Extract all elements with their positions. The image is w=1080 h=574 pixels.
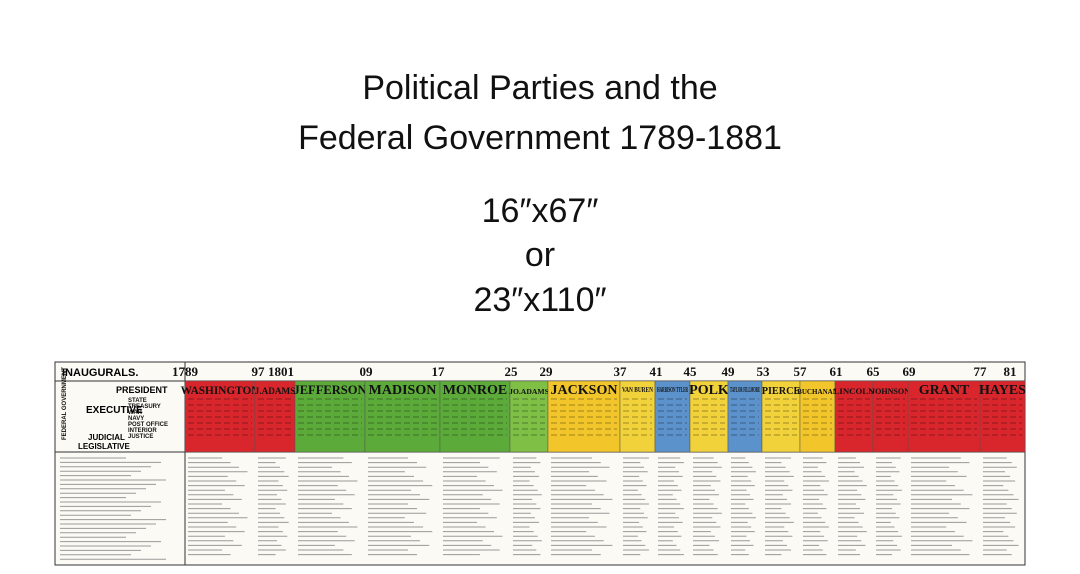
president-name: LINCOLN — [834, 386, 876, 396]
department: INTERIOR — [128, 428, 157, 434]
row-label: PRESIDENT — [116, 385, 168, 395]
term-block — [294, 380, 366, 453]
president-name: BUCHANAN — [797, 388, 838, 396]
year: 1789 — [172, 364, 199, 379]
president-name: VAN BUREN — [622, 385, 653, 394]
president-name: JOHNSON — [871, 387, 910, 396]
year: 97 — [252, 364, 266, 379]
year: 53 — [757, 364, 771, 379]
department: TREASURY — [128, 404, 161, 410]
size: or — [525, 236, 555, 274]
department: WAR — [128, 410, 143, 416]
president-name: JEFFERSON — [293, 383, 366, 397]
term-block — [439, 380, 511, 453]
size: 16″x67″ — [482, 192, 599, 230]
term-block — [834, 380, 874, 453]
year: 77 — [974, 364, 988, 379]
president-name: JACKSON — [551, 383, 618, 398]
department: POST OFFICE — [128, 422, 168, 428]
term-block — [619, 380, 656, 453]
header: INAUGURALS. — [62, 367, 138, 379]
year: 65 — [867, 364, 881, 379]
year: 37 — [614, 364, 628, 379]
year: 61 — [830, 364, 843, 379]
year: 29 — [540, 364, 554, 379]
president-name: TAYLOR FILLMORE — [730, 385, 760, 394]
term-block — [547, 380, 621, 453]
size: 23″x110″ — [473, 281, 606, 319]
president-name: MADISON — [369, 383, 437, 398]
timeline-chart: INAUGURALS. FEDERAL GOVERNMENT PRESIDENT… — [54, 361, 1026, 566]
department: JUSTICE — [128, 434, 153, 440]
row-label: JUDICIAL — [88, 433, 125, 442]
term-block — [979, 380, 1026, 453]
row-label: EXECUTIVE — [86, 405, 143, 416]
year: 45 — [684, 364, 698, 379]
term-block — [907, 380, 981, 453]
year: 69 — [903, 364, 917, 379]
term-block — [761, 380, 801, 453]
department: STATE — [128, 398, 147, 404]
year: 1801 — [268, 364, 294, 379]
year: 81 — [1004, 364, 1017, 379]
president-name: PIERCE — [762, 386, 801, 397]
president-name: HAYES — [979, 383, 1026, 398]
year: 25 — [505, 364, 519, 379]
term-block — [689, 380, 729, 453]
term-block — [654, 380, 691, 453]
year: 57 — [794, 364, 808, 379]
title-line: Political Parties and the — [362, 69, 717, 107]
president-name: J.ADAMS — [255, 386, 296, 396]
president-name: GRANT — [919, 383, 970, 398]
year: 49 — [722, 364, 736, 379]
year: 41 — [650, 364, 663, 379]
term-block — [509, 380, 549, 453]
president-name: JO.ADAMS — [509, 387, 549, 396]
term-block — [364, 380, 441, 453]
president-name: HARRISON TYLER — [657, 385, 688, 394]
term-block — [799, 380, 836, 453]
term-block — [254, 380, 296, 453]
title-line: Federal Government 1789-1881 — [298, 119, 782, 157]
president-name: POLK — [689, 383, 729, 398]
year: 09 — [360, 364, 374, 379]
term-block — [872, 380, 909, 453]
department: NAVY — [128, 416, 144, 422]
year: 17 — [432, 364, 446, 379]
side-label: FEDERAL GOVERNMENT — [62, 367, 68, 440]
president-name: WASHINGTON — [181, 385, 260, 397]
row-label: LEGISLATIVE — [78, 442, 131, 451]
president-name: MONROE — [443, 383, 508, 398]
